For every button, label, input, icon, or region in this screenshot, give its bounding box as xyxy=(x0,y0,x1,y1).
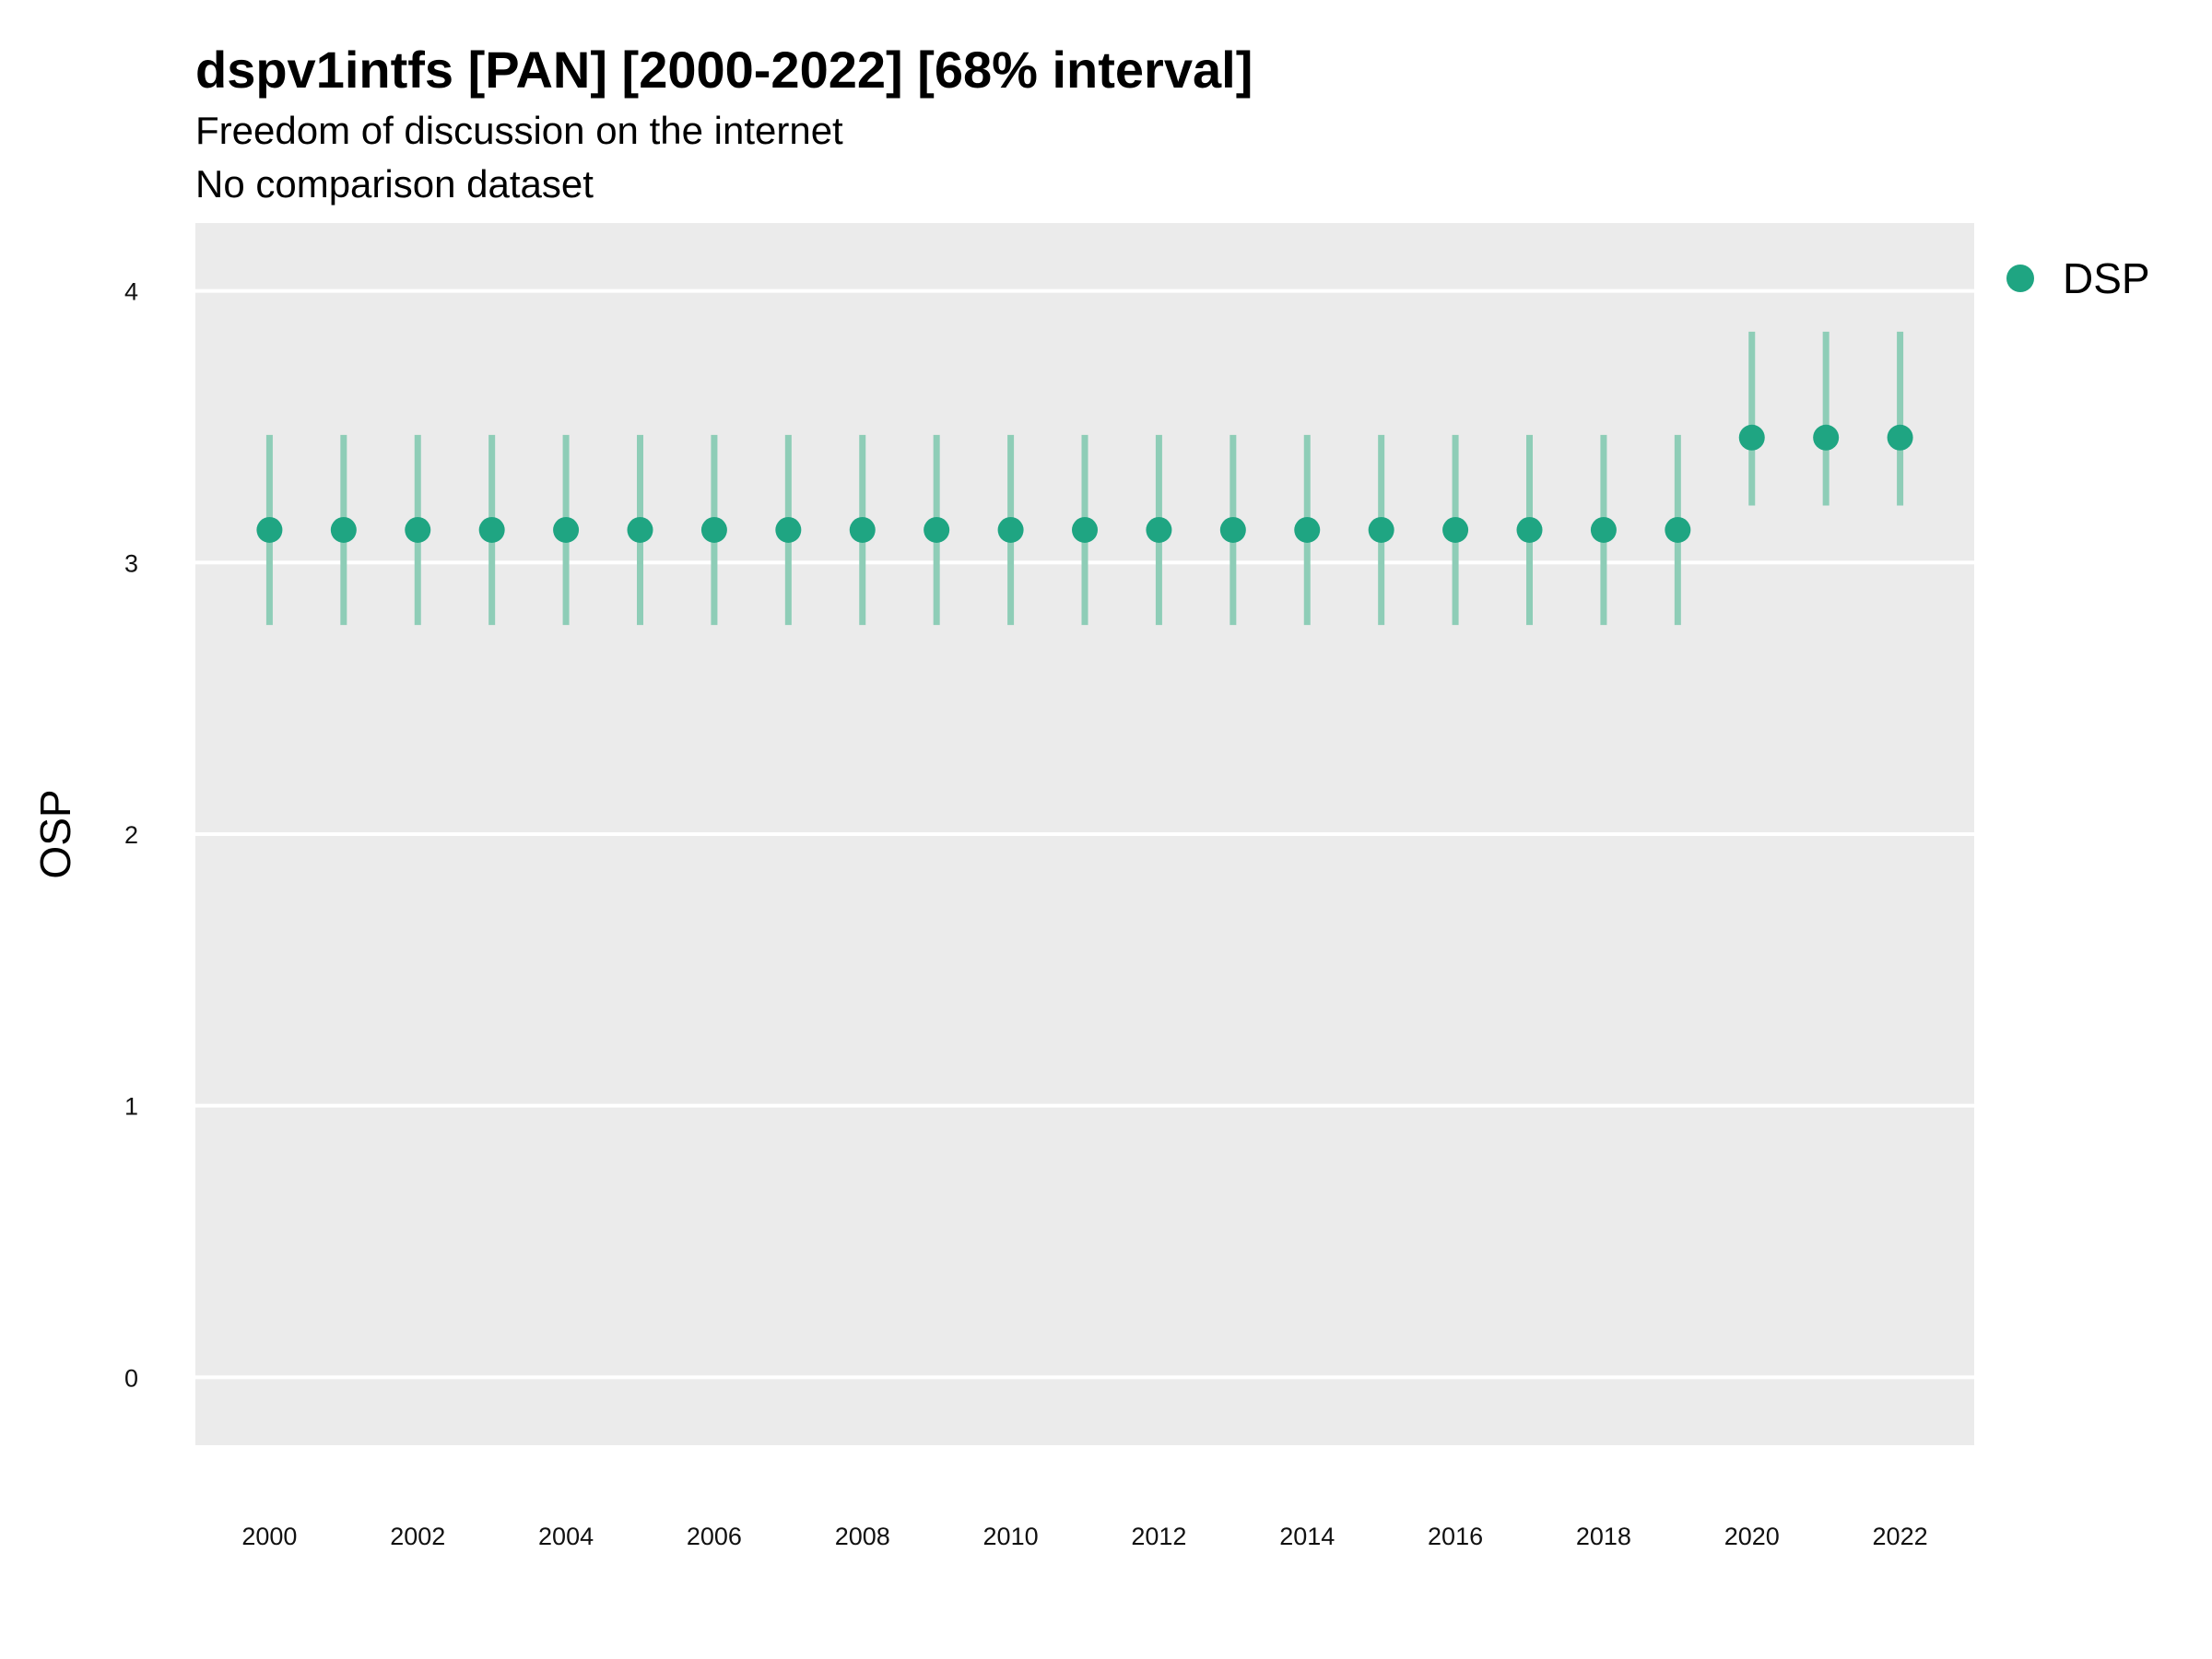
data-point xyxy=(478,516,505,543)
data-point xyxy=(700,516,727,543)
x-tick-label: 2012 xyxy=(1131,1523,1186,1550)
x-tick-label: 2016 xyxy=(1428,1523,1483,1550)
x-tick-label: 2020 xyxy=(1724,1523,1780,1550)
data-point xyxy=(1887,424,1913,451)
data-point xyxy=(1072,516,1098,543)
x-tick-label: 2022 xyxy=(1873,1523,1928,1550)
legend-marker-dsp xyxy=(2006,265,2034,292)
chart-subtitle-secondary: No comparison dataset xyxy=(195,162,594,206)
data-points xyxy=(256,424,1913,543)
x-tick-label: 2006 xyxy=(687,1523,742,1550)
data-point xyxy=(1590,516,1617,543)
x-tick-label: 2000 xyxy=(241,1523,297,1550)
data-point xyxy=(1665,516,1691,543)
data-point xyxy=(256,516,283,543)
y-axis-ticks: 0 1 2 3 4 xyxy=(124,278,138,1393)
x-tick-label: 2010 xyxy=(983,1523,1039,1550)
y-tick-label: 3 xyxy=(124,549,138,577)
x-tick-label: 2018 xyxy=(1576,1523,1631,1550)
data-point xyxy=(1146,516,1172,543)
x-tick-label: 2002 xyxy=(390,1523,445,1550)
data-point xyxy=(1738,424,1765,451)
data-point xyxy=(924,516,950,543)
y-tick-label: 2 xyxy=(124,821,138,849)
data-point xyxy=(1516,516,1543,543)
data-point xyxy=(553,516,580,543)
data-point xyxy=(330,516,357,543)
x-tick-label: 2014 xyxy=(1279,1523,1335,1550)
data-point xyxy=(849,516,876,543)
data-point xyxy=(1368,516,1394,543)
data-point xyxy=(405,516,431,543)
legend-label-dsp: DSP xyxy=(2063,254,2150,302)
data-point xyxy=(1442,516,1469,543)
data-point xyxy=(997,516,1024,543)
chart-subtitle: Freedom of discussion on the internet xyxy=(195,109,843,152)
data-point xyxy=(627,516,653,543)
data-point xyxy=(1219,516,1246,543)
legend: DSP xyxy=(2006,254,2150,302)
y-tick-label: 4 xyxy=(124,278,138,306)
y-axis-title: OSP xyxy=(31,789,79,878)
x-axis-ticks: 2000 2002 2004 2006 2008 2010 2012 2014 2016 2018… xyxy=(241,1523,1927,1550)
y-tick-label: 0 xyxy=(124,1364,138,1392)
y-tick-label: 1 xyxy=(124,1093,138,1121)
data-point xyxy=(1813,424,1840,451)
x-tick-label: 2008 xyxy=(835,1523,890,1550)
data-point xyxy=(1294,516,1321,543)
x-tick-label: 2004 xyxy=(538,1523,594,1550)
chart-title: dspv1intfs [PAN] [2000-2022] [68% interv… xyxy=(195,41,1253,99)
data-point xyxy=(775,516,802,543)
